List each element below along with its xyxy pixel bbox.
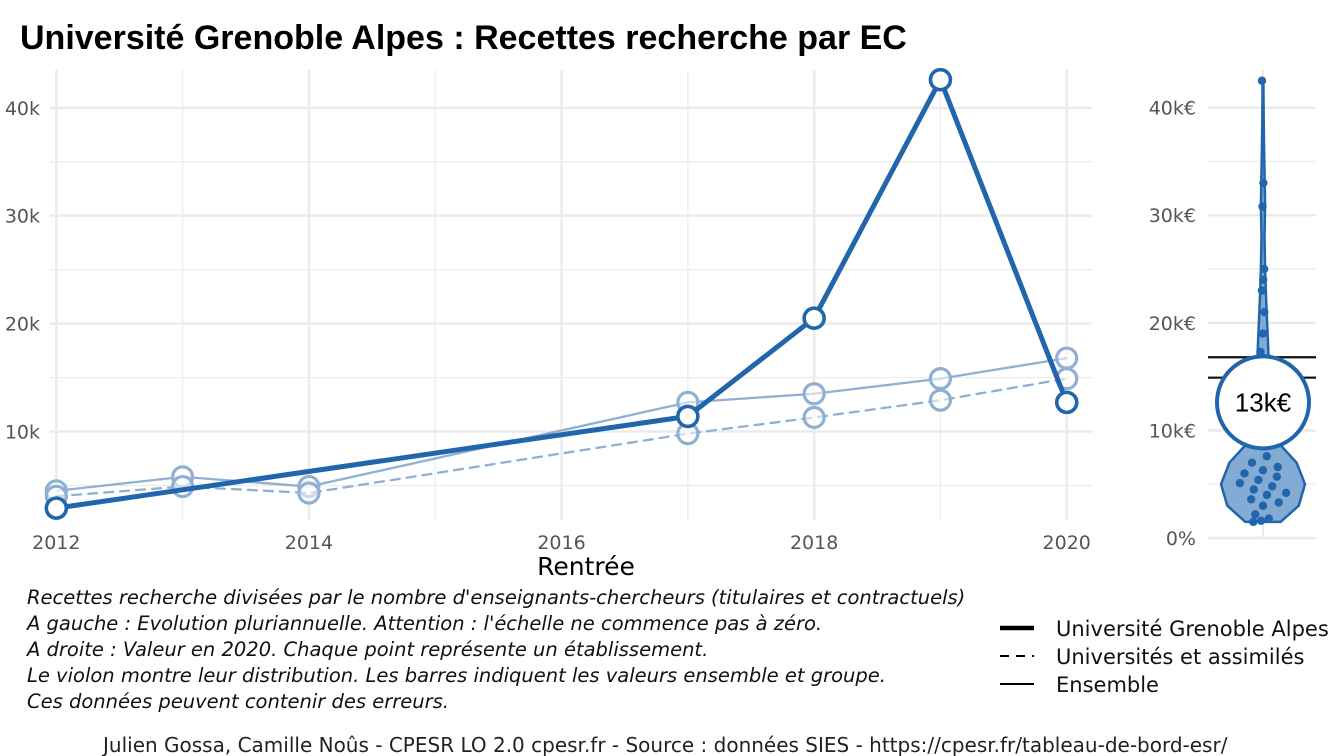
caption: Recettes recherche divisées par le nombr… [25,586,965,713]
y-tick-label: 40k€ [1149,98,1196,120]
caption-line: Le violon montre leur distribution. Les … [27,664,886,687]
data-point [1054,390,1079,415]
violin-dot [1268,482,1277,491]
main-line-panel: 2012 2014 2016 2018 2020 10k 20k 30k 40k [5,67,1092,554]
violin-dot [1262,452,1271,461]
violin-dot [1257,286,1267,295]
violin-dot [1256,347,1265,357]
data-point [802,306,826,331]
violin-dot [1264,514,1274,523]
caption-line: Ces données peuvent contenir des erreurs… [27,690,449,713]
violin-dot [1249,517,1258,527]
footer-credits: Julien Gossa, Camille Noûs - CPESR LO 2.… [101,733,1228,756]
x-axis-title: Rentrée [537,552,635,581]
x-tick-label: 2018 [790,532,838,554]
data-point [802,382,826,406]
violin-dot [1256,516,1266,525]
violin-dot [1260,307,1269,317]
violin-dot [1259,264,1269,274]
violin-dot [1257,76,1267,85]
violin-dot [1235,478,1245,488]
violin-dot [1251,510,1260,519]
y-tick-label: 30k [5,206,40,228]
data-point [676,404,700,429]
y-tick-label: 0% [1166,528,1196,550]
legend-label: Ensemble [1056,673,1159,697]
data-point [928,67,953,92]
y-tick-label: 20k [5,314,40,336]
y-tick-label: 10k€ [1149,420,1196,442]
legend-label: Université Grenoble Alpes [1056,617,1329,641]
data-point [928,388,953,412]
highlight-badge [1215,354,1311,451]
violin-dot [1262,490,1272,500]
data-point [44,496,69,520]
y-tick-label: 40k [5,98,40,120]
y-tick-label: 10k [5,422,40,444]
violin-dot [1247,495,1256,504]
violin-dot [1281,488,1291,498]
x-tick-label: 2016 [537,532,585,554]
y-tick-label: 30k€ [1149,205,1196,227]
violin-dot [1258,501,1268,510]
data-point [1055,346,1079,370]
data-point [297,481,321,505]
data-point [802,405,826,430]
x-tick-label: 2012 [32,532,80,554]
data-point [928,367,953,391]
violin-dot [1259,275,1268,284]
violin-dot [1258,329,1268,338]
violin-panel: 0% 10k€ 20k€ 30k€ 40k€ 13k€ [1149,70,1316,550]
legend-label: Universités et assimilés [1056,645,1304,669]
violin-dot [1274,498,1283,507]
y-tick-label: 20k€ [1149,313,1196,335]
x-tick-label: 2014 [285,532,333,554]
caption-line: Recettes recherche divisées par le nombr… [27,586,965,609]
violin-dot [1258,202,1267,211]
caption-line: A gauche : Evolution pluriannuelle. Atte… [25,612,822,635]
violin-dot [1240,469,1249,478]
violin-dot [1249,485,1258,494]
x-tick-label: 2020 [1043,532,1091,554]
violin-dot [1254,475,1263,485]
violin-dot [1258,466,1268,475]
violin-dot [1259,178,1268,188]
violin-dot [1247,458,1257,467]
highlight-value-label: 13k€ [1235,387,1292,417]
caption-line: A droite : Valeur en 2020. Chaque point … [25,638,708,661]
chart-title: Université Grenoble Alpes : Recettes rec… [20,19,907,57]
violin-dot [1272,472,1282,481]
legend: Université Grenoble Alpes Universités et… [1000,617,1329,697]
violin-dot [1273,462,1282,472]
